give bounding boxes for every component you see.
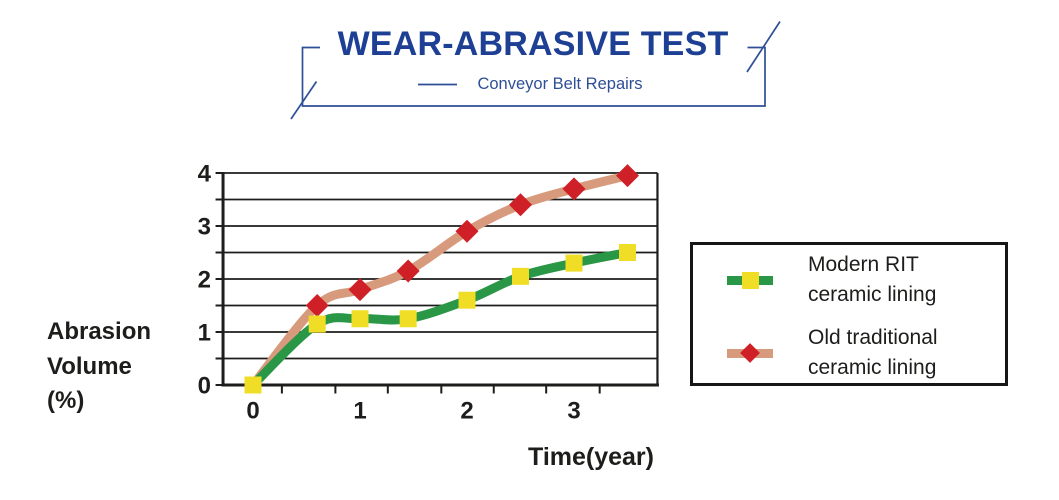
- diamond-marker-icon: [562, 177, 586, 201]
- y-tick-label: 4: [198, 161, 212, 188]
- legend-item-old: Old traditional ceramic lining: [693, 320, 1005, 389]
- square-marker-icon: [458, 291, 476, 309]
- square-marker-icon: [244, 376, 262, 394]
- y-tick-label: 2: [198, 267, 211, 294]
- diamond-marker-icon: [509, 193, 532, 217]
- square-marker-icon: [399, 310, 417, 328]
- diamond-marker-icon: [616, 164, 639, 188]
- y-tick-label: 1: [198, 320, 211, 347]
- series-line-old: [248, 171, 632, 390]
- diamond-marker-icon: [396, 259, 420, 283]
- x-tick-label: 1: [353, 398, 366, 425]
- square-marker-icon: [308, 315, 326, 333]
- x-tick-label: 3: [567, 398, 580, 425]
- y-tick-label: 3: [198, 214, 211, 241]
- square-marker-icon: [742, 272, 759, 289]
- diamond-marker-icon: [455, 219, 479, 243]
- legend-label-modern: Modern RIT ceramic lining: [808, 253, 937, 306]
- square-marker-icon: [351, 310, 369, 328]
- y-tick-label: 0: [198, 373, 211, 400]
- x-axis-title: Time(year): [528, 443, 654, 471]
- diamond-marker-icon: [740, 343, 760, 363]
- page-subtitle: Conveyor Belt Repairs: [477, 75, 643, 93]
- title-frame-slash-bottom-left: [290, 81, 318, 120]
- square-marker-icon: [512, 267, 529, 285]
- y-axis-title: Abrasion Volume (%): [47, 318, 152, 414]
- x-tick-label: 2: [460, 398, 473, 425]
- x-tick-label: 0: [246, 398, 259, 425]
- diamond-marker-icon: [348, 278, 372, 302]
- page-title: WEAR-ABRASIVE TEST: [337, 25, 729, 63]
- legend-item-modern: Modern RIT ceramic lining: [693, 247, 1005, 316]
- square-marker-icon: [565, 254, 583, 272]
- diamond-marker-icon: [305, 294, 329, 317]
- legend: Modern RIT ceramic lining Old traditiona…: [690, 242, 1008, 386]
- square-marker-icon: [619, 244, 636, 261]
- legend-label-old: Old traditional ceramic lining: [808, 326, 938, 379]
- title-frame-slash-top-right: [746, 21, 781, 73]
